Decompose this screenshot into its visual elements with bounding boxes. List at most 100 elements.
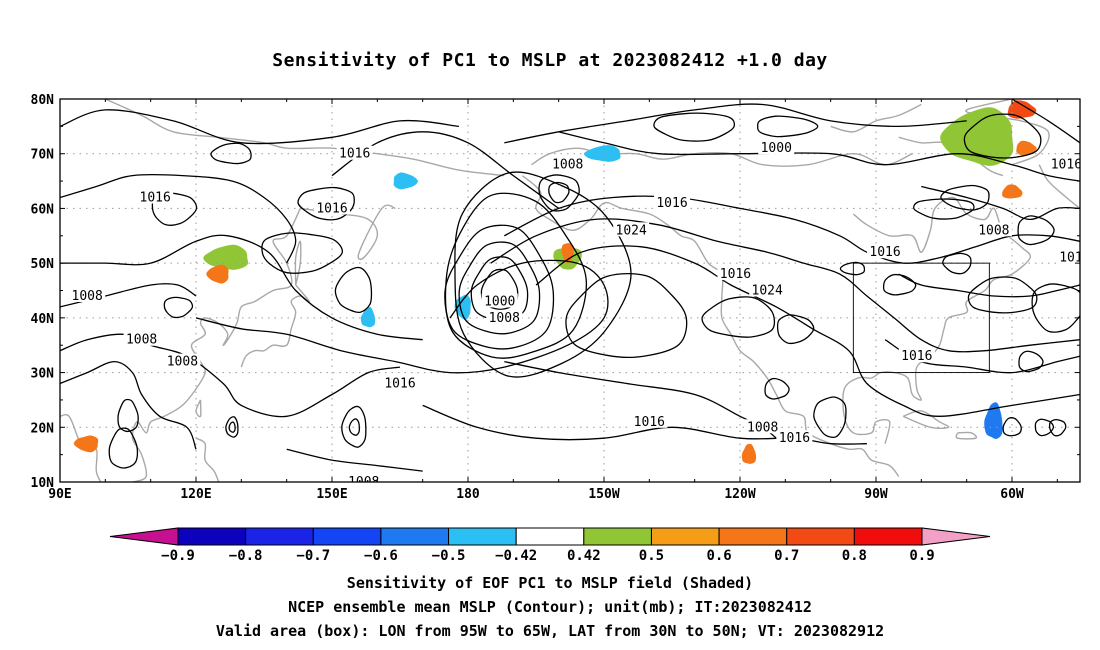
shaded-region: [393, 172, 418, 190]
isobar-loop: [913, 198, 975, 220]
contour-label: 1024: [752, 284, 783, 299]
isobar-loop: [1018, 350, 1044, 373]
footer-line-3: Valid area (box): LON from 95W to 65W, L…: [215, 622, 885, 640]
isobar: [195, 259, 609, 374]
isobar-loop: [117, 398, 139, 433]
contour-label: 1016: [869, 245, 900, 260]
lon-label: 60W: [1000, 487, 1024, 502]
shaded-region: [940, 107, 1014, 166]
contour-label-bg: [898, 348, 935, 363]
shaded-region: [1016, 140, 1037, 156]
colorbar-swatch: [177, 527, 247, 546]
isobar-loop: [108, 427, 139, 469]
contour-label-bg: [717, 266, 754, 281]
shaded-region: [583, 145, 621, 162]
shaded-region: [73, 435, 99, 453]
isobar-loop: [942, 252, 972, 275]
coastline: [830, 103, 922, 133]
lat-label: 80N: [31, 93, 55, 108]
isobar: [504, 360, 777, 439]
contour-label-bg: [1056, 249, 1080, 264]
footer-line-2: NCEP ensemble mean MSLP (Contour); unit(…: [288, 598, 812, 616]
shaded-region: [360, 306, 376, 328]
contour-label: 1016: [901, 349, 932, 364]
isobar: [1011, 99, 1080, 144]
footer-line-1: Sensitivity of EOF PC1 to MSLP field (Sh…: [346, 574, 754, 592]
colorbar-label: 0.7: [774, 548, 799, 564]
isobar-loop: [228, 421, 236, 433]
contour-label: 1008: [552, 158, 583, 173]
isobar-loop: [764, 377, 790, 400]
contour-label-bg: [975, 222, 1012, 237]
isobar-loop: [261, 232, 343, 274]
contour-label: 101: [1059, 251, 1082, 266]
isobar-loop: [470, 256, 529, 322]
isobar-loop: [210, 142, 252, 165]
isobar-loop: [1031, 283, 1080, 333]
colorbar-low-extend: [109, 527, 179, 546]
contour-label-bg: [631, 413, 668, 428]
contour-label: 1016: [339, 147, 370, 162]
isobar: [60, 333, 401, 418]
contour-label: 1008: [978, 223, 1009, 238]
isobar-loop: [444, 192, 587, 359]
isobar: [331, 131, 560, 209]
contour-label: 1008: [489, 311, 520, 326]
lat-label: 10N: [31, 476, 55, 491]
lon-label: 90E: [48, 487, 71, 502]
lat-label: 60N: [31, 202, 55, 217]
colorbar-label: −0.9: [161, 548, 195, 564]
colorbar: −0.9 −0.8 −0.7 −0.6 −0.5 −0.42 0.42 0.5 0.6 0.7 0.…: [109, 527, 991, 564]
contour-label: 1016: [779, 431, 810, 446]
isobar: [558, 131, 1080, 182]
isobar-loop: [701, 296, 776, 338]
isobar: [60, 109, 459, 145]
coastline: [60, 414, 102, 482]
coastline: [1038, 164, 1080, 209]
contour-label-bg: [69, 287, 106, 302]
isobar: [60, 283, 197, 308]
isobar-loop: [454, 171, 632, 378]
valid-area-rect: [852, 262, 990, 374]
isobar: [60, 234, 423, 341]
coastline: [842, 196, 1032, 444]
colorbar-swatch: [380, 527, 450, 546]
colorbar-swatch: [718, 527, 788, 546]
contour-label: 1000: [484, 294, 515, 309]
contour-label-bg: [137, 189, 174, 204]
lat-label: 30N: [31, 367, 55, 382]
contour-label-bg: [744, 419, 781, 434]
colorbar-high-extend: [921, 527, 991, 546]
lon-label: 150E: [316, 487, 347, 502]
mslp-contours: [60, 99, 1080, 472]
isobar-loop: [653, 112, 736, 142]
shaded-region: [454, 294, 471, 320]
isobar: [60, 173, 297, 264]
colorbar-label: 0.42: [567, 548, 601, 564]
contour-label-bg: [758, 140, 795, 155]
coastline: [294, 240, 302, 286]
colorbar-label: 0.5: [639, 548, 664, 564]
isobar-loop: [776, 314, 815, 345]
contour-label-bg: [164, 353, 201, 368]
colorbar-swatch: [312, 527, 382, 546]
isobar-loop: [151, 192, 198, 226]
colorbar-swatch: [786, 527, 855, 546]
coastline: [898, 136, 1004, 177]
isobar-loop: [967, 276, 1038, 314]
isobar-loop: [458, 241, 541, 335]
coastline: [300, 204, 396, 261]
axis-ticks: [59, 98, 1080, 483]
lon-label: 120E: [180, 487, 211, 502]
contour-label: 1016: [384, 377, 415, 392]
shaded-region: [984, 402, 1003, 439]
contour-label-bg: [336, 145, 373, 160]
coastline: [105, 99, 505, 177]
contour-label: 1008: [72, 289, 103, 304]
contour-label: 1024: [616, 223, 647, 238]
coastline: [131, 208, 301, 482]
shaded-region: [561, 243, 574, 264]
